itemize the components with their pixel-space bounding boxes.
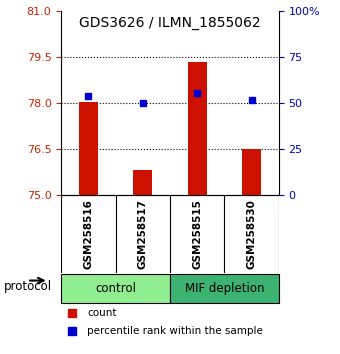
Text: percentile rank within the sample: percentile rank within the sample: [87, 326, 263, 336]
Text: MIF depletion: MIF depletion: [185, 282, 264, 295]
Bar: [188, 62, 207, 195]
FancyBboxPatch shape: [170, 274, 279, 303]
Text: GSM258516: GSM258516: [83, 199, 94, 269]
Bar: [133, 170, 152, 195]
Text: GSM258517: GSM258517: [138, 199, 148, 269]
Text: GSM258515: GSM258515: [192, 199, 202, 269]
Text: GSM258530: GSM258530: [246, 199, 257, 269]
Text: control: control: [95, 282, 136, 295]
Text: protocol: protocol: [3, 280, 52, 293]
Bar: [79, 102, 98, 195]
FancyBboxPatch shape: [61, 274, 170, 303]
Text: count: count: [87, 308, 117, 318]
Text: GDS3626 / ILMN_1855062: GDS3626 / ILMN_1855062: [79, 16, 261, 30]
Bar: [242, 149, 261, 195]
